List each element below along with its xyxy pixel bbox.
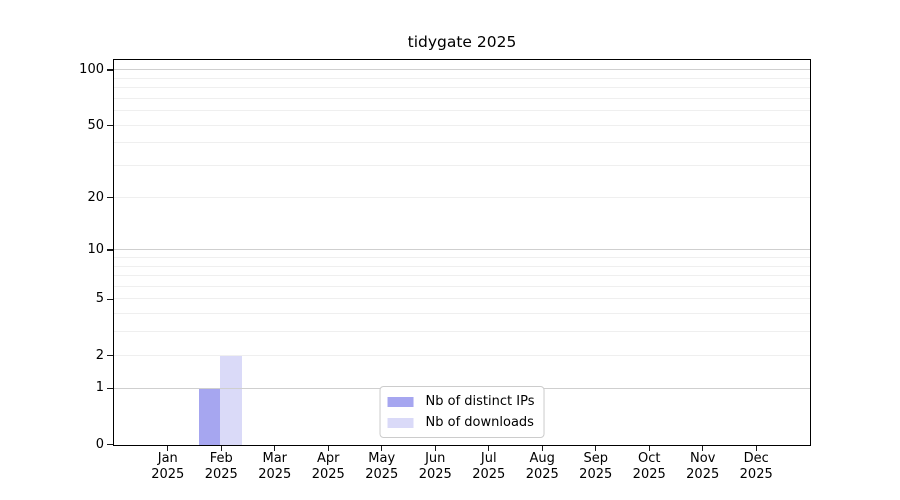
x-tick-label-line: 2025 [151,466,185,482]
x-tick-label-line: Jun [425,451,446,466]
y-gridline-major [114,69,810,71]
y-tick [107,298,113,300]
x-tick-label: Jun 2025 [403,451,467,482]
x-tick-label: Dec 2025 [724,451,788,482]
x-tick-label: Nov 2025 [671,451,735,482]
x-tick [274,446,276,451]
bar-nb-of-distinct-ips [198,388,221,445]
y-tick [107,354,113,357]
y-gridline-minor [114,354,810,356]
x-tick-label-line: 2025 [686,466,720,482]
y-gridline-major [114,249,810,251]
x-tick-label: Sep 2025 [564,451,628,482]
y-tick [107,387,113,390]
y-gridline-minor [114,275,810,277]
legend: Nb of distinct IPs Nb of downloads [379,386,545,438]
y-tick-label: 1 [95,380,104,396]
y-gridline-minor [114,313,810,315]
legend-item: Nb of downloads [387,414,535,431]
x-tick-label: Apr 2025 [296,451,360,482]
x-tick-label-line: 2025 [579,466,613,482]
x-tick-label-line: 2025 [418,466,452,482]
y-gridline-minor [114,285,810,287]
y-tick-label: 50 [87,117,104,133]
y-gridline-minor [114,87,810,89]
x-tick-label-line: Dec [743,451,769,466]
x-tick-label-line: Sep [583,451,608,466]
y-tick [107,196,113,199]
legend-swatch [387,417,414,428]
x-tick-label-line: Jul [480,451,497,466]
y-gridline-minor [114,124,810,126]
x-tick-label-line: 2025 [365,466,399,482]
x-tick-label: Mar 2025 [243,451,307,482]
y-tick-label: 20 [87,189,104,205]
x-tick-label-line: 2025 [525,466,559,482]
x-tick-label-line: Aug [529,451,555,466]
y-gridline-minor [114,142,810,144]
x-tick-label-line: 2025 [204,466,238,482]
y-gridline-minor [114,97,810,99]
legend-label: Nb of distinct IPs [425,394,535,409]
y-gridline-minor [114,331,810,333]
x-tick [595,446,597,451]
x-tick-label-line: Feb [209,451,233,466]
x-tick-label: Oct 2025 [617,451,681,482]
y-tick [107,124,113,127]
y-tick [107,69,113,71]
y-gridline-minor [114,265,810,267]
y-gridline-minor [114,110,810,112]
x-tick [167,446,169,451]
x-tick-label-line: Jan [157,451,178,466]
x-tick-label: Jan 2025 [136,451,200,482]
x-tick [220,446,222,451]
x-tick-label-line: 2025 [632,466,666,482]
y-gridline-minor [114,196,810,198]
x-tick [648,446,650,451]
y-tick [107,249,113,251]
y-tick-label: 2 [95,347,104,363]
x-tick [381,446,383,451]
y-gridline-minor [114,298,810,300]
x-tick-label-line: Nov [690,451,716,466]
x-tick-label-line: Oct [637,451,661,466]
x-tick [755,446,757,451]
x-tick-label: Aug 2025 [510,451,574,482]
x-tick [488,446,490,451]
x-tick [702,446,704,451]
y-gridline-minor [114,257,810,259]
y-tick-label: 0 [95,436,104,452]
legend-label: Nb of downloads [425,415,534,430]
x-tick [434,446,436,451]
x-tick-label: Jul 2025 [457,451,521,482]
x-tick [541,446,543,451]
x-tick [327,446,329,451]
y-tick [107,444,113,446]
x-tick-label-line: 2025 [472,466,506,482]
y-gridline-minor [114,165,810,167]
x-tick-label-line: Mar [262,451,288,466]
y-tick-label: 100 [79,62,104,78]
x-tick-label-line: 2025 [311,466,345,482]
legend-item: Nb of distinct IPs [387,393,535,410]
chart-title: tidygate 2025 [407,33,517,51]
legend-swatch [387,396,414,407]
x-tick-label-line: May [368,451,396,466]
plot-area: Nb of distinct IPs Nb of downloads [113,59,811,446]
x-tick-label-line: Apr [317,451,340,466]
y-tick-label: 5 [95,291,104,307]
bar-nb-of-downloads [220,355,242,445]
x-tick-label: May 2025 [350,451,414,482]
x-tick-label-line: 2025 [258,466,292,482]
y-gridline-minor [114,77,810,79]
y-tick-label: 10 [87,242,104,258]
x-tick-label: Feb 2025 [189,451,253,482]
x-tick-label-line: 2025 [739,466,773,482]
